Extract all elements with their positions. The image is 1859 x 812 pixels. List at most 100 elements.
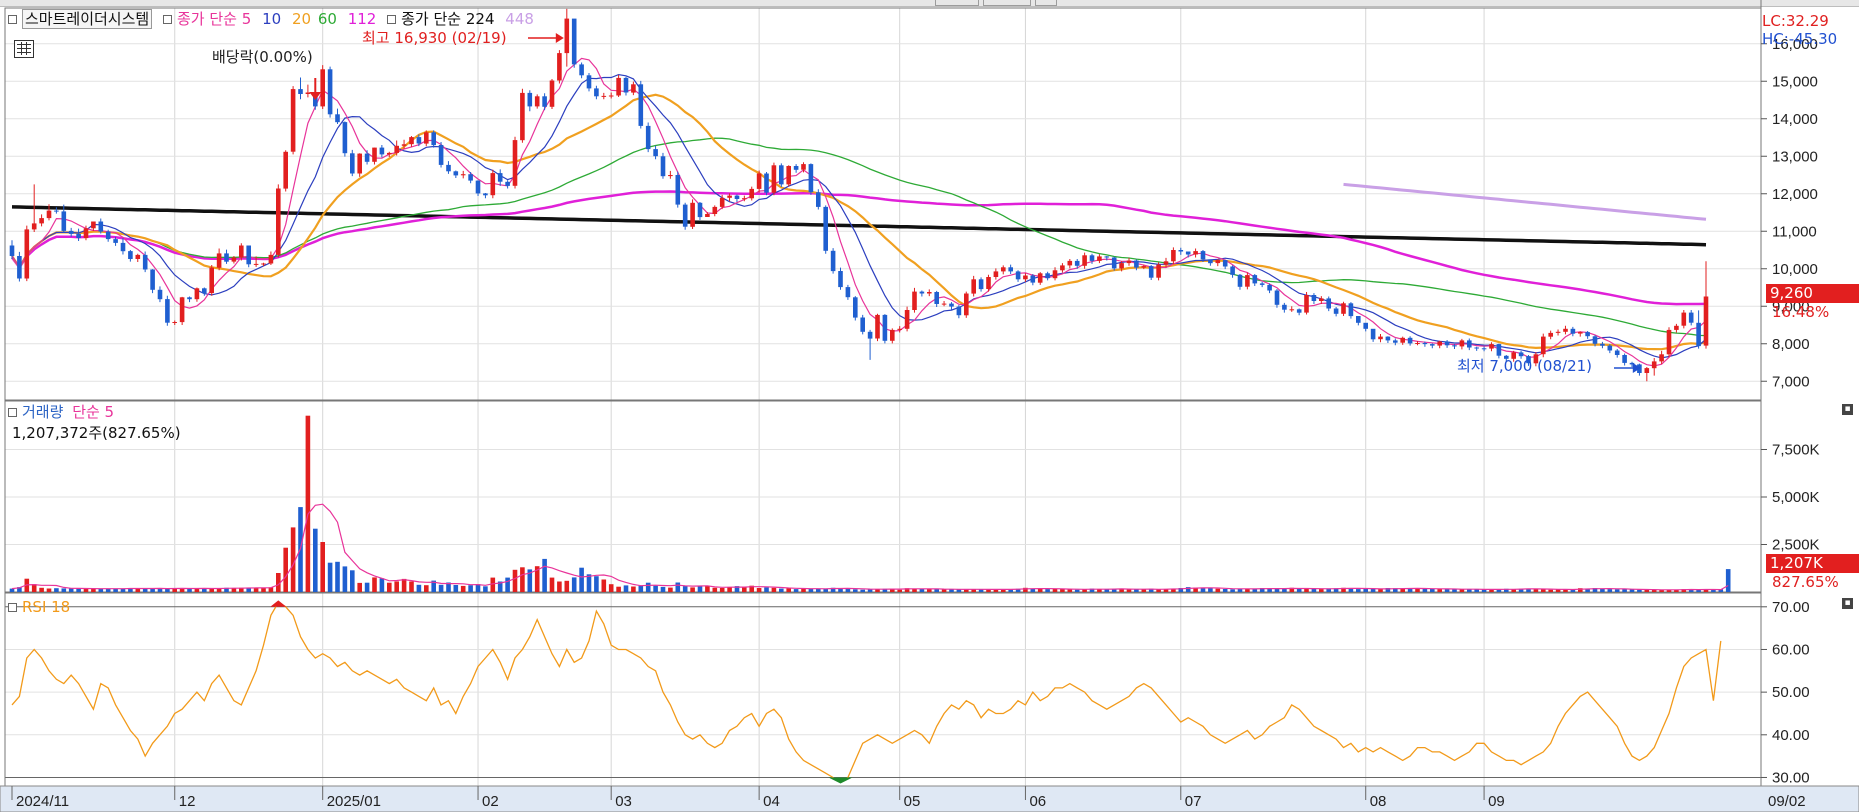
price-panel-title[interactable]: 스마트레이더시스템 [22, 9, 153, 29]
candle-body [638, 84, 644, 126]
candle-body [1437, 341, 1442, 346]
candle-body [165, 299, 170, 323]
volume-bar [749, 585, 754, 592]
rsi-panel-close-icon[interactable]: ▪ [1842, 598, 1853, 609]
x-tick-label: 04 [763, 793, 780, 810]
candle-body [475, 180, 481, 194]
volume-bar [416, 584, 422, 592]
candle-body [1267, 284, 1272, 291]
volume-bar [216, 588, 222, 592]
candle-body [890, 329, 895, 341]
panel-toggle-icon[interactable] [8, 15, 17, 24]
candle-body [379, 147, 385, 155]
volume-bar [549, 577, 555, 592]
candle-body [1045, 273, 1050, 279]
ma-448-line [1343, 182, 1707, 221]
volume-bar [1459, 589, 1465, 592]
candle-body [808, 164, 814, 193]
volume-bar [1341, 587, 1346, 592]
candle-body [941, 303, 947, 305]
ma2-toggle-icon[interactable] [387, 15, 397, 24]
candle-body [993, 271, 999, 277]
candle-body [1504, 355, 1509, 359]
x-axis-bar [0, 785, 1859, 812]
candle-body [579, 64, 584, 76]
toolbar-tab-white[interactable] [1035, 0, 1057, 6]
volume-bar [608, 584, 614, 592]
candle-body [520, 92, 525, 141]
toolbar-tab-red[interactable] [935, 0, 979, 6]
candle-body [1622, 355, 1627, 363]
candle-body [187, 297, 192, 300]
volume-bar [1023, 587, 1028, 592]
ma-toggle-icon[interactable] [162, 15, 172, 24]
volume-bar [401, 578, 407, 592]
candle-body [1526, 356, 1531, 364]
volume-bar [1666, 589, 1672, 592]
candle-body [24, 229, 30, 279]
candle-body [1385, 336, 1391, 341]
toolbar-tab-blue[interactable] [983, 0, 1031, 6]
candle-body [1578, 332, 1583, 334]
volume-bar [335, 561, 340, 592]
volume-bar [793, 589, 799, 592]
rsi-toggle-icon[interactable] [8, 603, 17, 612]
volume-panel-close-icon[interactable]: ▪ [1842, 404, 1853, 415]
price-tick-label: 16,000 [1772, 36, 1818, 53]
volume-bar [9, 588, 15, 592]
volume-bar [483, 586, 488, 592]
volume-bar [372, 577, 377, 592]
volume-bar [823, 588, 828, 592]
volume-bar [1030, 588, 1036, 592]
volume-bar [1651, 589, 1657, 592]
candle-body [875, 314, 880, 339]
volume-bar [187, 588, 192, 592]
rsi-panel-frame [4, 592, 1762, 787]
volume-bar [520, 567, 525, 592]
rsi-tick-label: 70.00 [1772, 599, 1810, 616]
current-volume-change: 827.65% [1772, 573, 1839, 591]
candle-body [431, 132, 436, 146]
candle-body [653, 149, 658, 157]
candle-body [460, 174, 466, 176]
candle-body [1030, 275, 1036, 283]
candle-body [749, 188, 754, 199]
volume-bars [9, 415, 1731, 593]
candle-body [1097, 256, 1102, 261]
candle-body [1570, 328, 1576, 334]
candle-body [1023, 275, 1028, 280]
volume-bar [1548, 589, 1553, 592]
candle-body [1393, 340, 1398, 343]
candle-body [1119, 263, 1124, 269]
candle-body [527, 92, 533, 107]
volume-bar [867, 589, 873, 592]
volume-bar [54, 588, 59, 592]
volume-bar [964, 589, 969, 592]
candle-body [594, 88, 599, 97]
candle-body [1644, 368, 1650, 373]
volume-bar [165, 588, 170, 592]
candle-body [357, 153, 362, 174]
volume-bar [690, 587, 695, 592]
candle-body [120, 242, 126, 252]
candle-body [1703, 296, 1709, 346]
rsi-line [11, 600, 1722, 784]
volume-bar [1600, 589, 1605, 592]
x-tick-label: 08 [1370, 793, 1387, 810]
volume-bar [1407, 588, 1413, 592]
candle-body [1555, 331, 1561, 333]
candle-body [350, 153, 355, 174]
chart-grid [5, 8, 1761, 786]
volume-bar [98, 588, 104, 592]
volume-bar [505, 577, 510, 592]
candle-body [416, 137, 422, 144]
volume-bar [394, 581, 399, 592]
volume-bar [1126, 589, 1132, 592]
volume-bar [1274, 588, 1280, 592]
volume-toggle-icon[interactable] [8, 408, 17, 417]
candle-body [1422, 343, 1428, 345]
grid-table-icon[interactable] [14, 40, 34, 58]
volume-bar [1178, 588, 1184, 592]
candle-body [1067, 260, 1073, 266]
